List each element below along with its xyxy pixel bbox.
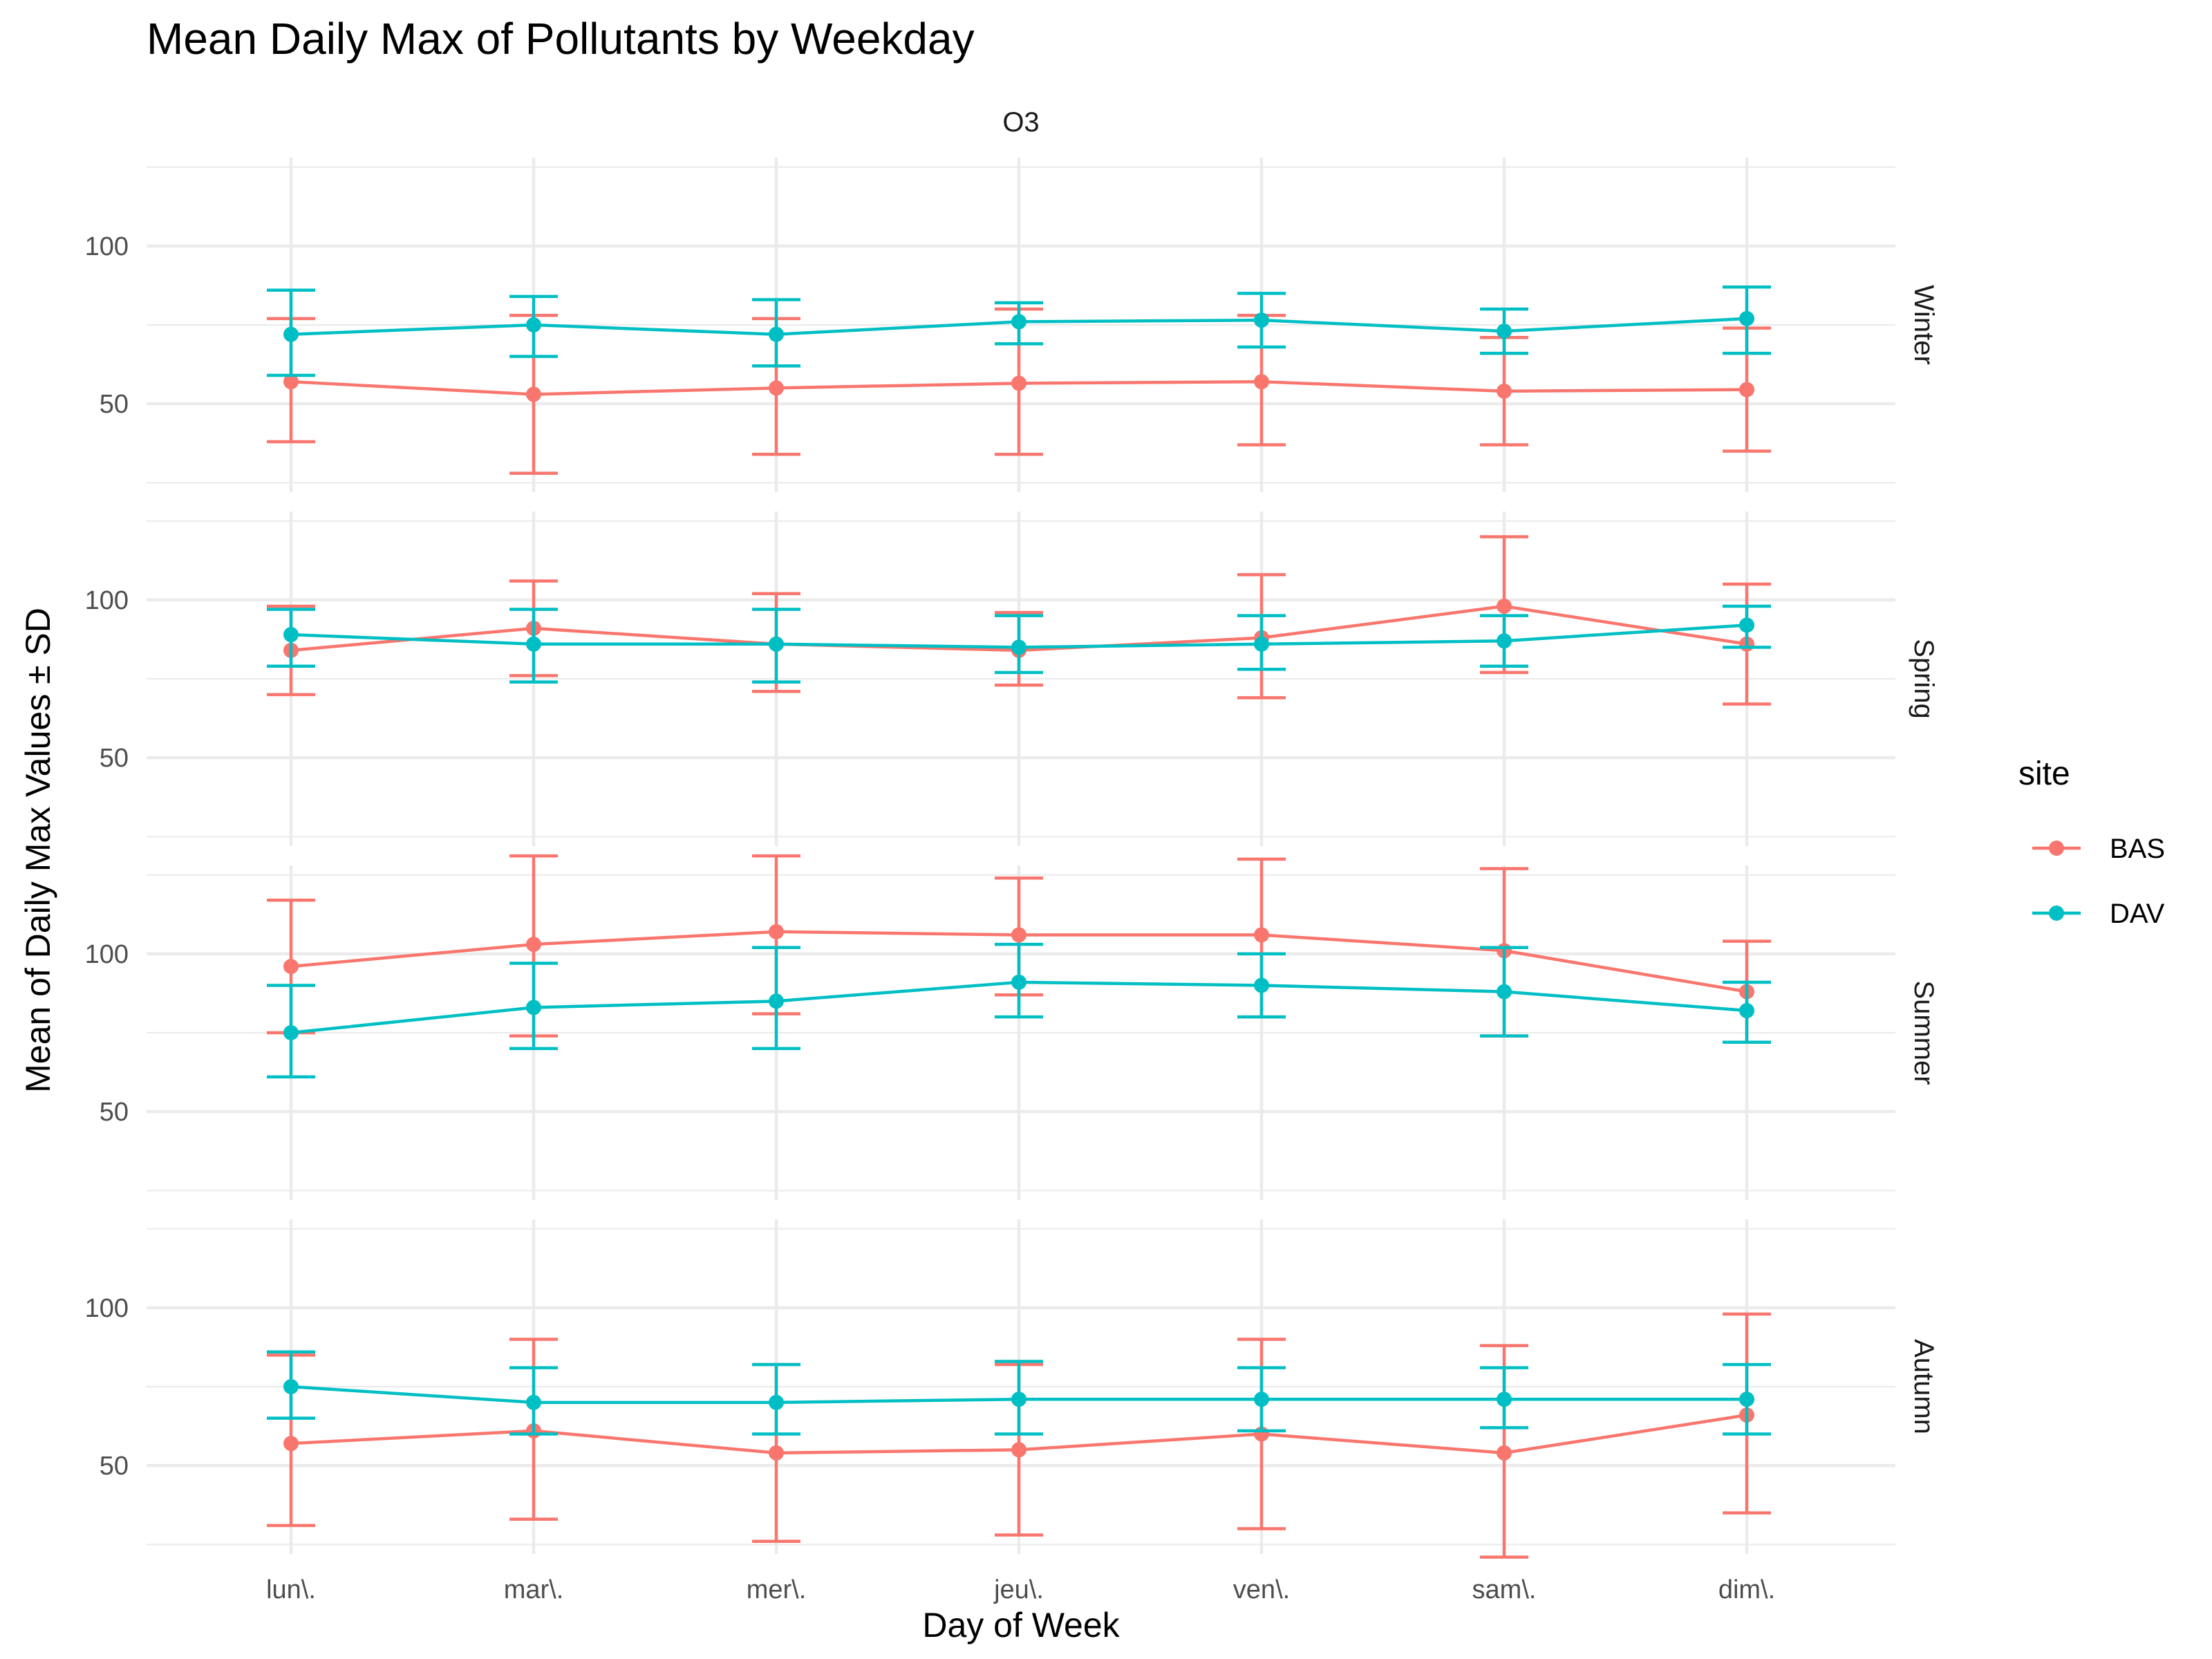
panel-winter: 50 100 Winter <box>85 158 1939 492</box>
panel-summer: 50 100 Summer <box>85 854 1939 1200</box>
x-tick-label: mar\. <box>504 1575 564 1604</box>
facet-strip-label: Spring <box>1909 639 1939 719</box>
data-point <box>769 1445 784 1461</box>
data-point <box>526 1000 541 1015</box>
series-dav <box>267 604 1771 684</box>
data-point <box>283 374 299 390</box>
data-point <box>283 326 299 342</box>
data-point <box>769 924 784 939</box>
x-tick-label: sam\. <box>1472 1575 1537 1604</box>
y-tick-label: 100 <box>85 232 129 261</box>
data-point <box>1739 310 1754 326</box>
data-point <box>526 937 541 953</box>
data-point <box>1254 312 1269 328</box>
data-point <box>1497 984 1512 1000</box>
y-tick-label: 50 <box>100 744 129 773</box>
panel-autumn: 50 100 Autumn <box>85 1219 1939 1559</box>
data-point <box>1011 639 1027 655</box>
data-point <box>283 1025 299 1040</box>
data-point <box>1011 927 1027 943</box>
data-point <box>1011 1391 1027 1407</box>
data-point <box>1497 324 1512 339</box>
data-point <box>769 1394 784 1410</box>
data-point <box>1497 1445 1512 1461</box>
data-point <box>283 627 299 643</box>
x-tick-label: jeu\. <box>993 1575 1044 1604</box>
y-tick-label: 50 <box>100 1452 129 1481</box>
x-axis-title: Day of Week <box>922 1606 1120 1644</box>
x-tick-label: ven\. <box>1233 1575 1290 1604</box>
y-axis-title: Mean of Daily Max Values ± SD <box>19 608 57 1093</box>
series-dav <box>267 285 1771 377</box>
data-point <box>1011 974 1027 990</box>
series-dav <box>267 1350 1771 1436</box>
data-point <box>526 386 541 402</box>
legend-label: BAS <box>2110 834 2165 864</box>
facet-strip-label: Winter <box>1909 285 1939 365</box>
legend-key-point <box>2049 906 2064 921</box>
chart-title: Mean Daily Max of Pollutants by Weekday <box>147 14 975 64</box>
data-point <box>1739 1391 1754 1407</box>
data-point <box>1254 927 1269 943</box>
facet-strip-label: Autumn <box>1909 1339 1939 1434</box>
data-point <box>1254 1391 1269 1407</box>
y-tick-label: 50 <box>100 390 129 419</box>
data-point <box>1497 633 1512 649</box>
data-point <box>1497 383 1512 399</box>
data-point <box>283 1379 299 1394</box>
x-tick-label: lun\. <box>266 1575 316 1604</box>
data-point <box>526 636 541 652</box>
data-point <box>769 326 784 342</box>
data-point <box>1254 977 1269 993</box>
data-point <box>769 380 784 396</box>
legend-title: site <box>2018 756 2070 792</box>
x-tick-label: mer\. <box>747 1575 807 1604</box>
facet-column-label: O3 <box>1002 107 1039 138</box>
y-tick-label: 100 <box>85 1294 129 1323</box>
data-point <box>1739 617 1754 633</box>
data-point <box>1497 598 1512 614</box>
data-point <box>283 959 299 975</box>
legend-key-point <box>2049 841 2064 856</box>
data-point <box>526 317 541 332</box>
data-point <box>1254 636 1269 652</box>
legend: site BAS DAV <box>2018 756 2165 929</box>
data-point <box>769 993 784 1009</box>
y-tick-label: 50 <box>100 1098 129 1127</box>
series-dav <box>267 942 1771 1079</box>
x-tick-label: dim\. <box>1718 1575 1775 1604</box>
panel-spring: 50 100 Spring <box>85 512 1939 846</box>
data-point <box>1497 1391 1512 1407</box>
data-point <box>1011 314 1027 330</box>
facet-panels: 50 100 Winter 50 100 Spring 50 100 Summer 50 100 Au… <box>85 158 1939 1604</box>
data-point <box>1739 382 1754 397</box>
data-point <box>526 1394 541 1410</box>
data-point <box>1739 1003 1754 1019</box>
data-point <box>1011 375 1027 391</box>
data-point <box>769 636 784 652</box>
y-tick-label: 100 <box>85 940 129 969</box>
y-tick-label: 100 <box>85 586 129 615</box>
data-point <box>283 1436 299 1452</box>
facet-strip-label: Summer <box>1909 980 1939 1085</box>
data-point <box>1011 1442 1027 1458</box>
legend-label: DAV <box>2110 899 2165 929</box>
data-point <box>1254 374 1269 390</box>
